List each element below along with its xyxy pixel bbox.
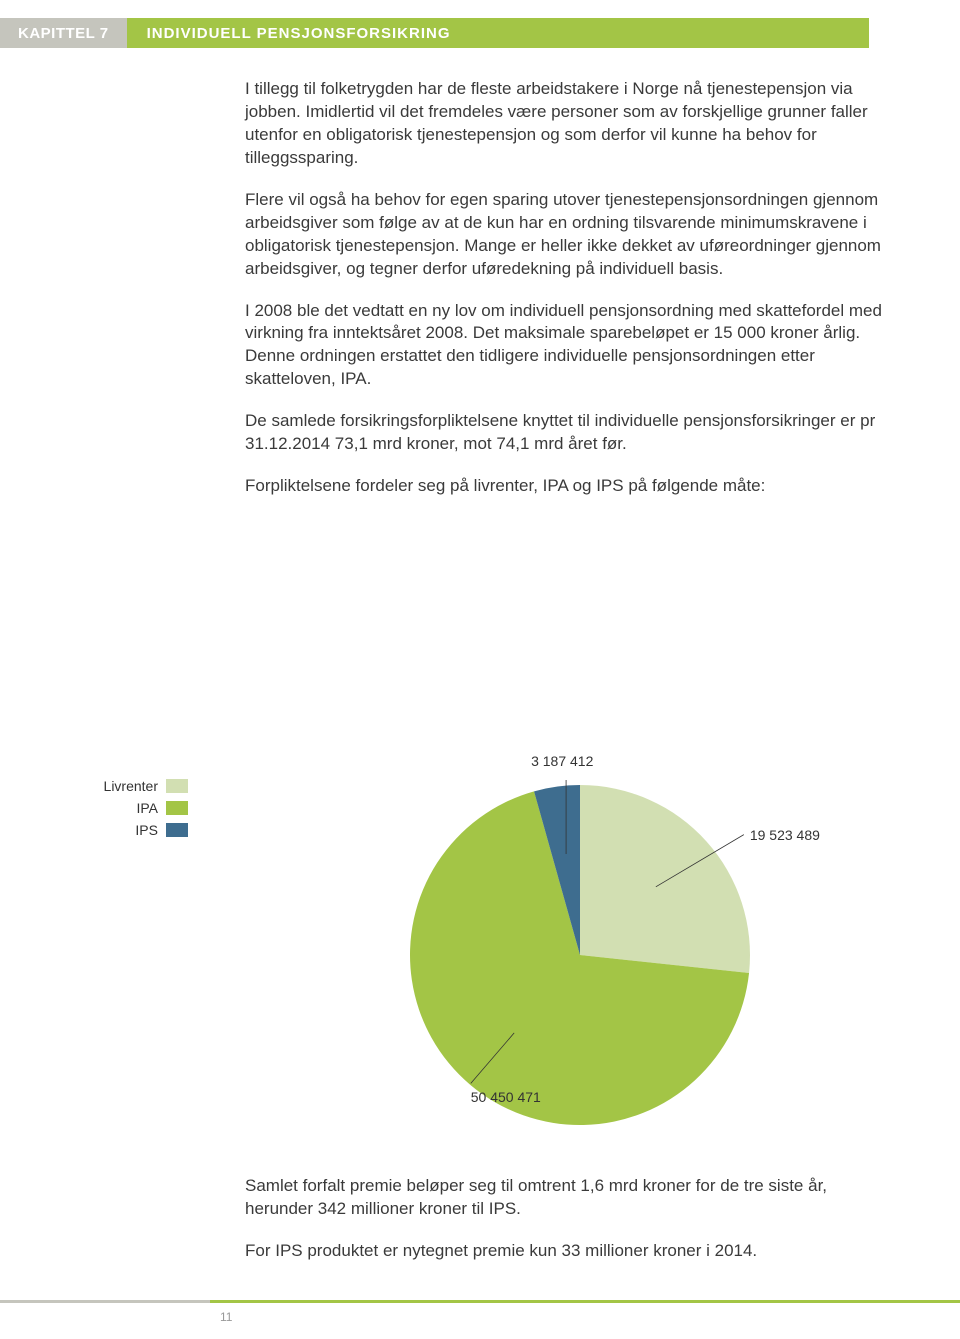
pie-value-label: 19 523 489 (750, 827, 820, 843)
paragraph: De samlede forsikringsforpliktelsene kny… (245, 410, 895, 456)
chart-legend: Livrenter IPA IPS (88, 778, 188, 844)
pie-svg (405, 780, 755, 1130)
body-text: I tillegg til folketrygden har de fleste… (245, 78, 895, 517)
pie-slice (580, 785, 750, 973)
paragraph: I tillegg til folketrygden har de fleste… (245, 78, 895, 170)
pie-value-label: 50 450 471 (471, 1089, 541, 1105)
legend-swatch (166, 779, 188, 793)
footer-rule-green (210, 1300, 960, 1303)
legend-label: IPA (88, 800, 158, 816)
chapter-title: INDIVIDUELL PENSJONSFORSIKRING (127, 18, 869, 48)
footer-text: Samlet forfalt premie beløper seg til om… (245, 1175, 895, 1282)
paragraph: Forpliktelsene fordeler seg på livrenter… (245, 475, 895, 498)
pie-chart-area: Livrenter IPA IPS 19 523 489 50 450 471 3 18… (0, 740, 960, 1160)
paragraph: Flere vil også ha behov for egen sparing… (245, 189, 895, 281)
footer-rule-grey (0, 1300, 210, 1303)
paragraph: For IPS produktet er nytegnet premie kun… (245, 1240, 895, 1263)
legend-item: IPS (88, 822, 188, 838)
paragraph: Samlet forfalt premie beløper seg til om… (245, 1175, 895, 1221)
chapter-tab: KAPITTEL 7 (6, 18, 127, 48)
paragraph: I 2008 ble det vedtatt en ny lov om indi… (245, 300, 895, 392)
page-number: 11 (220, 1310, 232, 1324)
legend-label: IPS (88, 822, 158, 838)
page-header: KAPITTEL 7 INDIVIDUELL PENSJONSFORSIKRIN… (0, 18, 869, 48)
legend-swatch (166, 801, 188, 815)
pie-value-label: 3 187 412 (531, 753, 593, 769)
legend-swatch (166, 823, 188, 837)
legend-item: Livrenter (88, 778, 188, 794)
legend-item: IPA (88, 800, 188, 816)
legend-label: Livrenter (88, 778, 158, 794)
pie-chart (405, 780, 755, 1130)
